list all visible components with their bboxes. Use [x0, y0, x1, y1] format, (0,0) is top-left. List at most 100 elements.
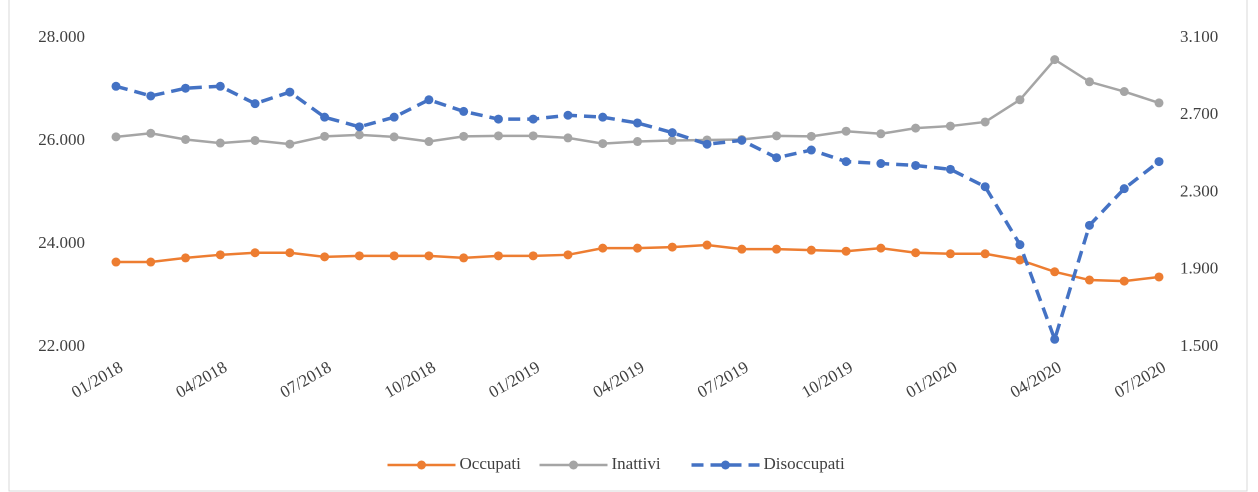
data-point [806, 245, 816, 255]
data-point [980, 182, 990, 192]
data-point [493, 251, 503, 261]
legend-marker [417, 460, 426, 470]
data-point [285, 87, 295, 97]
data-point [389, 251, 399, 261]
data-point [806, 131, 816, 141]
data-point [250, 99, 260, 109]
data-point [459, 253, 469, 263]
data-point [633, 243, 642, 253]
data-point [250, 135, 260, 145]
data-point [841, 157, 851, 167]
data-point [702, 139, 712, 149]
legend-label: Inattivi [612, 454, 661, 473]
y-tick-label: 26.000 [38, 130, 85, 149]
data-point [1119, 276, 1129, 286]
chart-frame [8, 0, 1248, 492]
data-point [945, 121, 955, 131]
data-point [181, 134, 191, 144]
data-point [667, 135, 677, 145]
data-point [563, 110, 573, 120]
data-point [598, 139, 608, 149]
data-point [633, 118, 642, 128]
data-point [980, 249, 990, 259]
y-tick-label: 28.000 [38, 27, 85, 46]
data-point [1084, 275, 1094, 285]
data-point [1119, 184, 1129, 194]
data-point [911, 248, 921, 258]
data-point [285, 248, 295, 258]
data-point [528, 251, 538, 261]
data-point [320, 112, 330, 122]
data-point [772, 244, 782, 254]
y2-tick-label: 2.300 [1180, 181, 1218, 200]
data-point [111, 81, 121, 91]
y-tick-label: 24.000 [38, 233, 85, 252]
data-point [111, 257, 121, 267]
data-point [1154, 157, 1164, 167]
data-point [1084, 77, 1094, 87]
legend-marker [721, 460, 730, 470]
legend-marker [569, 460, 578, 470]
y2-tick-label: 2.700 [1180, 104, 1218, 123]
data-point [1050, 267, 1060, 277]
data-point [285, 139, 295, 149]
data-point [598, 112, 608, 122]
data-point [737, 244, 747, 254]
data-point [354, 251, 364, 261]
data-point [215, 81, 225, 91]
data-point [633, 137, 642, 147]
data-point [493, 131, 503, 141]
data-point [1084, 220, 1094, 230]
data-point [1050, 334, 1060, 344]
data-point [146, 257, 156, 267]
data-point [876, 243, 886, 253]
data-point [424, 95, 434, 105]
y2-tick-label: 3.100 [1180, 27, 1218, 46]
data-point [841, 246, 851, 256]
data-point [841, 126, 851, 136]
data-point [528, 114, 538, 124]
data-point [1154, 98, 1164, 108]
data-point [320, 131, 330, 141]
data-point [181, 83, 191, 93]
data-point [667, 128, 677, 138]
y2-tick-label: 1.900 [1180, 259, 1218, 278]
data-point [250, 248, 260, 258]
data-point [389, 112, 399, 122]
data-point [772, 131, 782, 141]
data-point [320, 252, 330, 262]
legend-label: Disoccupati [764, 454, 845, 473]
data-point [667, 242, 677, 252]
data-point [146, 91, 156, 101]
data-point [598, 243, 608, 253]
data-point [424, 251, 434, 261]
data-point [1015, 240, 1025, 250]
data-point [563, 133, 573, 143]
data-point [1015, 95, 1025, 105]
data-point [354, 122, 364, 132]
data-point [389, 132, 399, 142]
data-point [980, 117, 990, 127]
y2-tick-label: 1.500 [1180, 336, 1218, 355]
legend-label: Occupati [460, 454, 522, 473]
data-point [354, 130, 364, 140]
data-point [1119, 87, 1129, 97]
data-point [424, 137, 434, 147]
data-point [772, 153, 782, 163]
data-point [1050, 55, 1060, 65]
data-point [459, 106, 469, 116]
y-tick-label: 22.000 [38, 336, 85, 355]
data-point [215, 138, 225, 148]
data-point [737, 135, 747, 145]
data-point [181, 253, 191, 263]
data-point [911, 160, 921, 170]
data-point [911, 123, 921, 133]
data-point [945, 164, 955, 174]
data-point [493, 114, 503, 124]
data-point [111, 132, 121, 142]
data-point [528, 131, 538, 141]
data-point [215, 250, 225, 260]
data-point [806, 145, 816, 155]
data-point [876, 159, 886, 169]
